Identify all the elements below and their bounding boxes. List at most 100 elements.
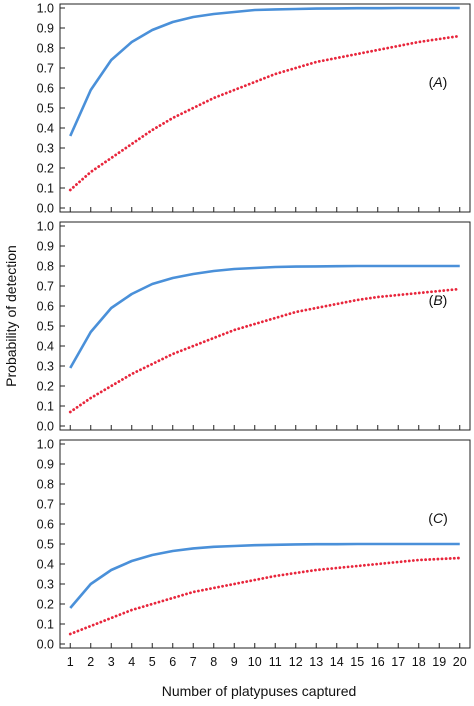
data-point-dotted <box>152 604 153 605</box>
panel-label: (B) <box>429 292 448 308</box>
data-point-solid <box>336 544 337 545</box>
data-point-dotted <box>439 39 440 40</box>
data-point-dotted <box>193 108 194 109</box>
data-point-solid <box>172 551 173 552</box>
data-point-solid <box>275 9 276 10</box>
panel-3: 0.0 0.1 0.2 0.3 0.4 0.5 0.6 0.7 0.8 0.9 1.0 (C) <box>37 438 471 652</box>
data-point-dotted <box>357 300 358 301</box>
data-point-solid <box>316 544 317 545</box>
y-axis-title: Probability of detection <box>3 245 19 387</box>
data-point-solid <box>131 294 132 295</box>
data-point-dotted <box>131 374 132 375</box>
data-point-solid <box>357 8 358 9</box>
data-point-dotted <box>357 54 358 55</box>
y-tick-label: 0.0 <box>37 638 54 652</box>
data-point-solid <box>316 266 317 267</box>
data-point-dotted <box>254 324 255 325</box>
data-point-dotted <box>377 564 378 565</box>
data-point-solid <box>111 308 112 309</box>
y-tick-label: 0.5 <box>37 538 54 552</box>
y-tick-label: 0.3 <box>37 142 54 156</box>
panel-2: 0.0 0.1 0.2 0.3 0.4 0.5 0.6 0.7 0.8 0.9 1.0 (B) <box>37 220 471 434</box>
data-point-dotted <box>316 308 317 309</box>
x-tick-label: 4 <box>128 655 135 669</box>
y-tick-label: 0.2 <box>37 162 54 176</box>
data-point-solid <box>377 544 378 545</box>
data-point-solid <box>377 8 378 9</box>
data-point-solid <box>357 266 358 267</box>
data-point-solid <box>459 8 460 9</box>
data-point-solid <box>336 8 337 9</box>
data-point-dotted <box>336 304 337 305</box>
data-point-solid <box>377 266 378 267</box>
y-tick-label: 0.8 <box>37 478 54 492</box>
data-point-dotted <box>111 618 112 619</box>
dotted-series-line <box>68 556 462 636</box>
data-point-dotted <box>295 68 296 69</box>
data-point-dotted <box>70 190 71 191</box>
data-point-solid <box>254 10 255 11</box>
solid-series-line <box>69 542 460 609</box>
data-point-dotted <box>336 58 337 59</box>
data-point-solid <box>439 544 440 545</box>
y-tick-label: 0.6 <box>37 82 54 96</box>
data-point-solid <box>213 14 214 15</box>
data-point-solid <box>234 269 235 270</box>
y-tick-label: 0.9 <box>37 22 54 36</box>
x-tick-label: 18 <box>412 655 426 669</box>
y-tick-label: 0.5 <box>37 102 54 116</box>
data-point-solid <box>213 546 214 547</box>
data-point-solid <box>172 22 173 23</box>
data-point-solid <box>398 8 399 9</box>
y-tick-label: 0.1 <box>37 618 54 632</box>
x-tick-label: 1 <box>67 655 74 669</box>
data-point-solid <box>418 8 419 9</box>
data-point-dotted <box>418 42 419 43</box>
data-point-dotted <box>295 312 296 313</box>
data-point-dotted <box>459 36 460 37</box>
x-tick-label: 20 <box>453 655 467 669</box>
data-point-dotted <box>275 74 276 75</box>
y-tick-label: 0.1 <box>37 400 54 414</box>
solid-series-line <box>69 264 460 369</box>
data-point-dotted <box>316 570 317 571</box>
data-point-dotted <box>111 386 112 387</box>
data-point-dotted <box>152 364 153 365</box>
data-point-dotted <box>90 626 91 627</box>
data-point-dotted <box>131 144 132 145</box>
data-point-dotted <box>275 318 276 319</box>
data-point-solid <box>111 60 112 61</box>
data-point-solid <box>111 570 112 571</box>
y-tick-label: 0.0 <box>37 420 54 434</box>
x-tick-label: 3 <box>108 655 115 669</box>
data-point-solid <box>418 544 419 545</box>
data-point-dotted <box>193 346 194 347</box>
data-point-solid <box>275 544 276 545</box>
y-tick-label: 0.7 <box>37 62 54 76</box>
data-point-dotted <box>131 610 132 611</box>
data-point-dotted <box>295 573 296 574</box>
data-point-dotted <box>357 566 358 567</box>
data-point-dotted <box>377 50 378 51</box>
y-tick-label: 0.7 <box>37 498 54 512</box>
x-tick-label: 2 <box>87 655 94 669</box>
y-tick-label: 1.0 <box>37 2 54 16</box>
data-point-solid <box>459 266 460 267</box>
data-point-dotted <box>172 598 173 599</box>
y-tick-label: 0.3 <box>37 578 54 592</box>
data-point-solid <box>439 8 440 9</box>
data-point-solid <box>254 545 255 546</box>
data-point-solid <box>90 332 91 333</box>
data-point-dotted <box>152 130 153 131</box>
data-point-solid <box>152 284 153 285</box>
data-point-solid <box>90 90 91 91</box>
y-tick-label: 0.9 <box>37 240 54 254</box>
y-tick-label: 0.6 <box>37 300 54 314</box>
panel-1: 0.0 0.1 0.2 0.3 0.4 0.5 0.6 0.7 0.8 0.9 1.0 (A) <box>37 2 471 216</box>
data-point-solid <box>336 266 337 267</box>
y-tick-label: 1.0 <box>37 438 54 452</box>
data-point-dotted <box>398 295 399 296</box>
data-point-solid <box>254 268 255 269</box>
data-point-solid <box>172 278 173 279</box>
